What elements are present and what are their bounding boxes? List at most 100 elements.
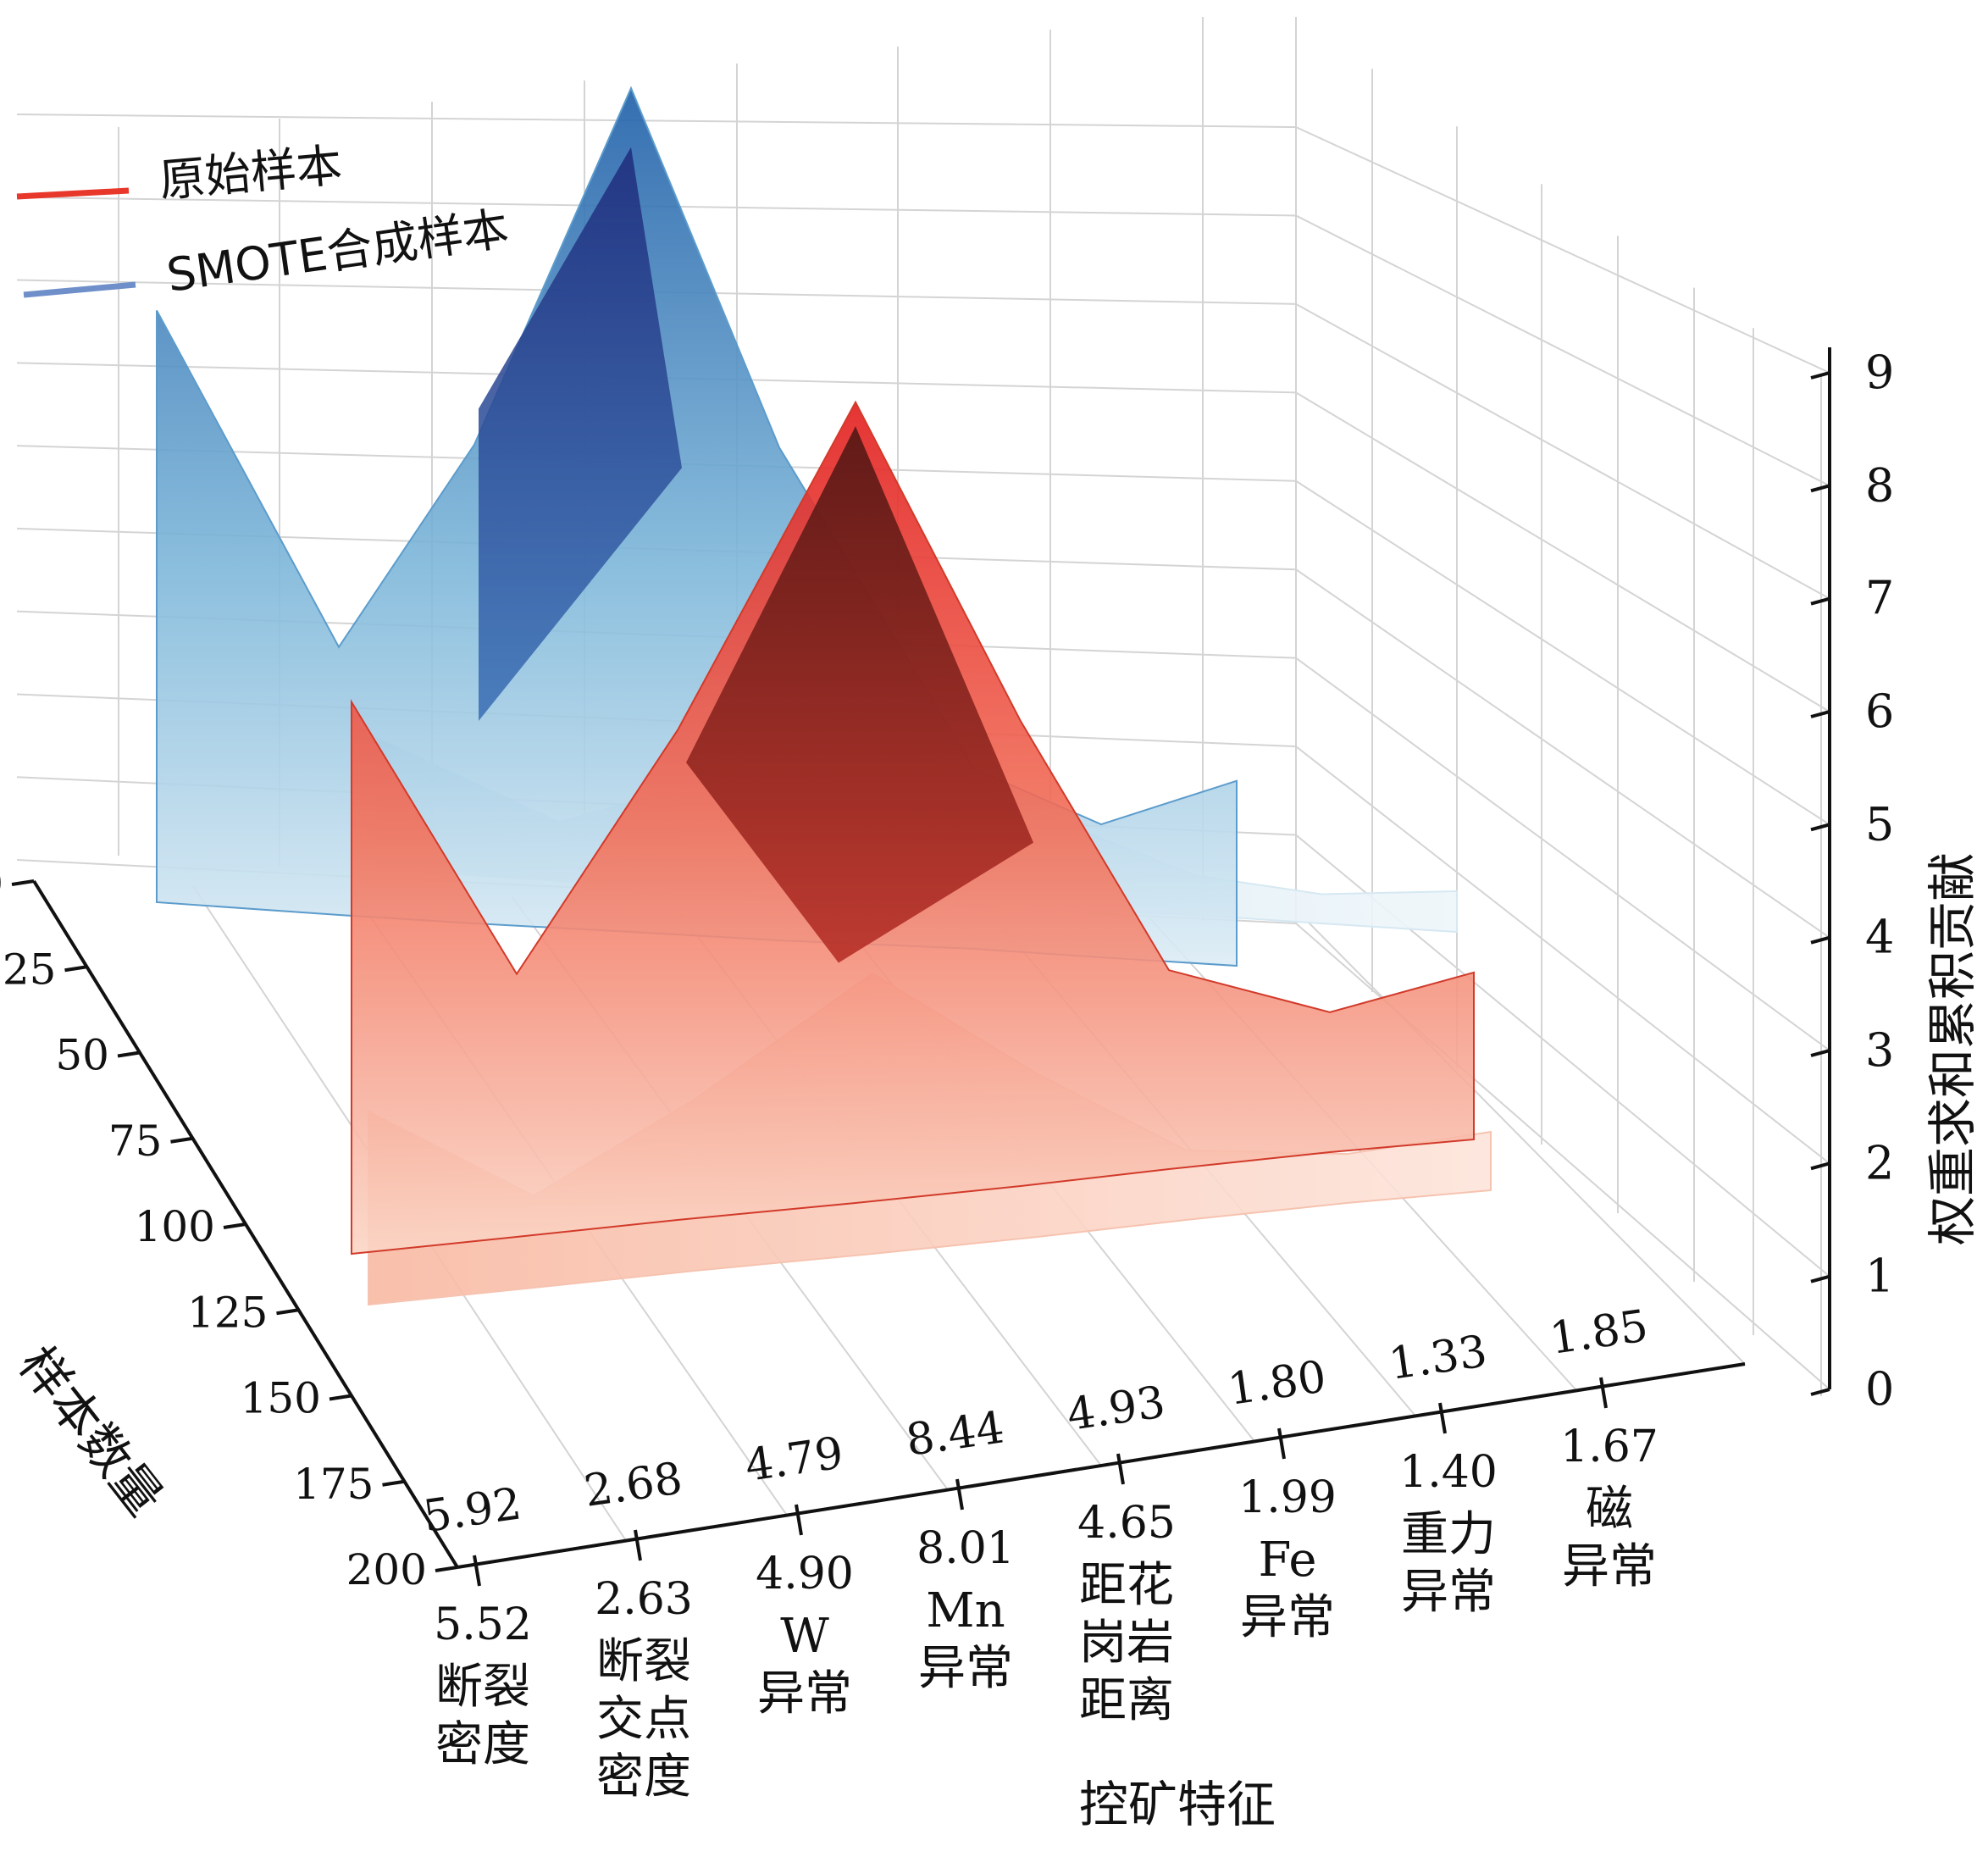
grid-line-side-horizontal — [1295, 657, 1830, 1051]
y-axis-tick — [382, 1479, 405, 1487]
z-axis-tick — [1810, 823, 1830, 832]
x-value-original: 4.90 — [756, 1549, 854, 1599]
x-value-original: 8.01 — [916, 1523, 1015, 1574]
x-axis-tick — [955, 1478, 964, 1511]
x-value-smote: 5.92 — [420, 1478, 524, 1543]
x-category-label: 异常 — [1240, 1590, 1335, 1645]
grid-line-side-horizontal — [1295, 214, 1830, 487]
x-value-smote: 8.44 — [903, 1402, 1007, 1466]
x-value-original: 5.52 — [434, 1599, 532, 1650]
x-value-original: 1.67 — [1560, 1422, 1659, 1472]
x-category-label: W — [780, 1609, 829, 1664]
x-value-smote: 1.33 — [1386, 1326, 1490, 1390]
grid-line-side-horizontal — [1295, 303, 1830, 600]
legend-label-smote: SMOTE合成样本 — [163, 202, 512, 302]
z-axis-tick — [1810, 935, 1830, 945]
y-axis-tick — [64, 965, 87, 973]
series-smote-crest — [479, 147, 682, 722]
x-value-original: 1.99 — [1238, 1472, 1337, 1523]
y-axis-tick — [276, 1308, 299, 1316]
y-tick-label: 125 — [187, 1288, 268, 1337]
x-category-label: 距离 — [1079, 1673, 1174, 1728]
y-axis-tick — [11, 879, 35, 886]
y-axis-tick — [117, 1050, 141, 1058]
z-tick-label: 4 — [1865, 911, 1894, 964]
z-axis-tick — [1810, 1274, 1830, 1283]
y-tick-label: 150 — [241, 1374, 321, 1423]
z-tick-label: 7 — [1865, 572, 1894, 625]
y-tick-label: 75 — [108, 1117, 163, 1166]
grid-line-side-horizontal — [1295, 391, 1830, 712]
x-axis-tick — [1277, 1427, 1286, 1460]
grid-line-back-horizontal — [16, 114, 1297, 128]
z-axis-tick — [1810, 484, 1830, 493]
x-category-label: 密度 — [435, 1717, 530, 1772]
series-original-crest — [686, 426, 1033, 963]
surface-layer — [156, 86, 1492, 1306]
x-category-label: Mn — [926, 1583, 1005, 1638]
z-tick-label: 9 — [1865, 346, 1894, 399]
x-category-label: 岗岩 — [1079, 1616, 1174, 1671]
x-value-smote: 4.79 — [742, 1427, 846, 1492]
y-tick-label: 50 — [55, 1031, 109, 1080]
z-axis-title: 权重求和累积贡献 — [1924, 852, 1981, 1245]
y-axis-tick — [435, 1566, 458, 1572]
x-value-original: 2.63 — [595, 1574, 693, 1625]
legend-swatch-original — [16, 187, 130, 200]
z-tick-label: 0 — [1865, 1362, 1894, 1416]
x-category-label: 断裂 — [596, 1634, 691, 1689]
x-value-smote: 2.68 — [581, 1453, 685, 1517]
z-tick-label: 5 — [1865, 797, 1894, 851]
z-tick-label: 1 — [1865, 1250, 1894, 1303]
x-value-original: 1.40 — [1399, 1447, 1498, 1498]
x-value-smote: 4.93 — [1064, 1377, 1168, 1441]
y-axis-tick — [170, 1136, 193, 1144]
x-axis-tick — [473, 1555, 481, 1587]
y-tick-label: 175 — [293, 1460, 374, 1509]
x-axis-tick — [1116, 1453, 1125, 1485]
x-category-label: 断裂 — [435, 1660, 530, 1715]
x-value-original: 4.65 — [1077, 1498, 1176, 1549]
z-axis-tick — [1810, 596, 1830, 606]
x-axis-tick — [795, 1504, 803, 1536]
x-value-smote: 1.80 — [1225, 1351, 1329, 1416]
z-tick-label: 6 — [1865, 685, 1894, 738]
grid-line-side-horizontal — [1295, 479, 1830, 826]
x-axis-tick — [634, 1529, 642, 1561]
legend-label-original: 原始样本 — [158, 138, 345, 208]
x-axis-line — [457, 1362, 1746, 1569]
y-tick-label: 0 — [0, 859, 3, 908]
legend-swatch-smote — [23, 281, 136, 298]
grid-line-side-horizontal — [1295, 126, 1830, 374]
z-tick-label: 8 — [1865, 458, 1894, 512]
z-axis-tick — [1810, 1388, 1830, 1396]
x-axis-tick — [1438, 1402, 1447, 1434]
x-category-label: 异常 — [1401, 1565, 1496, 1620]
x-category-label: 异常 — [757, 1666, 852, 1721]
x-axis-tick — [1599, 1377, 1608, 1409]
z-axis-tick — [1810, 1161, 1830, 1171]
x-category-label: 磁 — [1586, 1482, 1633, 1537]
z-axis-tick — [1810, 710, 1830, 718]
x-category-label: 距花 — [1079, 1558, 1174, 1613]
x-category-label: Fe — [1259, 1533, 1317, 1588]
y-tick-label: 100 — [135, 1202, 215, 1251]
grid-line-side-horizontal — [1295, 568, 1830, 939]
legend: 原始样本 SMOTE合成样本 — [16, 138, 512, 302]
x-category-label: 密度 — [596, 1749, 691, 1804]
grid-line-side-horizontal — [1295, 746, 1830, 1165]
x-category-label: 异常 — [918, 1641, 1013, 1696]
z-axis-tick — [1810, 1049, 1830, 1057]
x-value-smote: 1.85 — [1547, 1300, 1651, 1365]
x-category-label: 交点 — [596, 1692, 691, 1747]
axes — [11, 347, 1831, 1587]
x-axis-title: 控矿特征 — [1079, 1776, 1276, 1833]
y-tick-label: 200 — [346, 1545, 427, 1594]
grid-line-floor — [1307, 921, 1746, 1365]
x-category-label: 重力 — [1401, 1507, 1496, 1562]
y-axis-title: 样本数量 — [8, 1336, 174, 1527]
y-axis-tick — [223, 1222, 246, 1229]
z-tick-label: 2 — [1865, 1136, 1894, 1189]
y-axis-tick — [329, 1394, 352, 1401]
